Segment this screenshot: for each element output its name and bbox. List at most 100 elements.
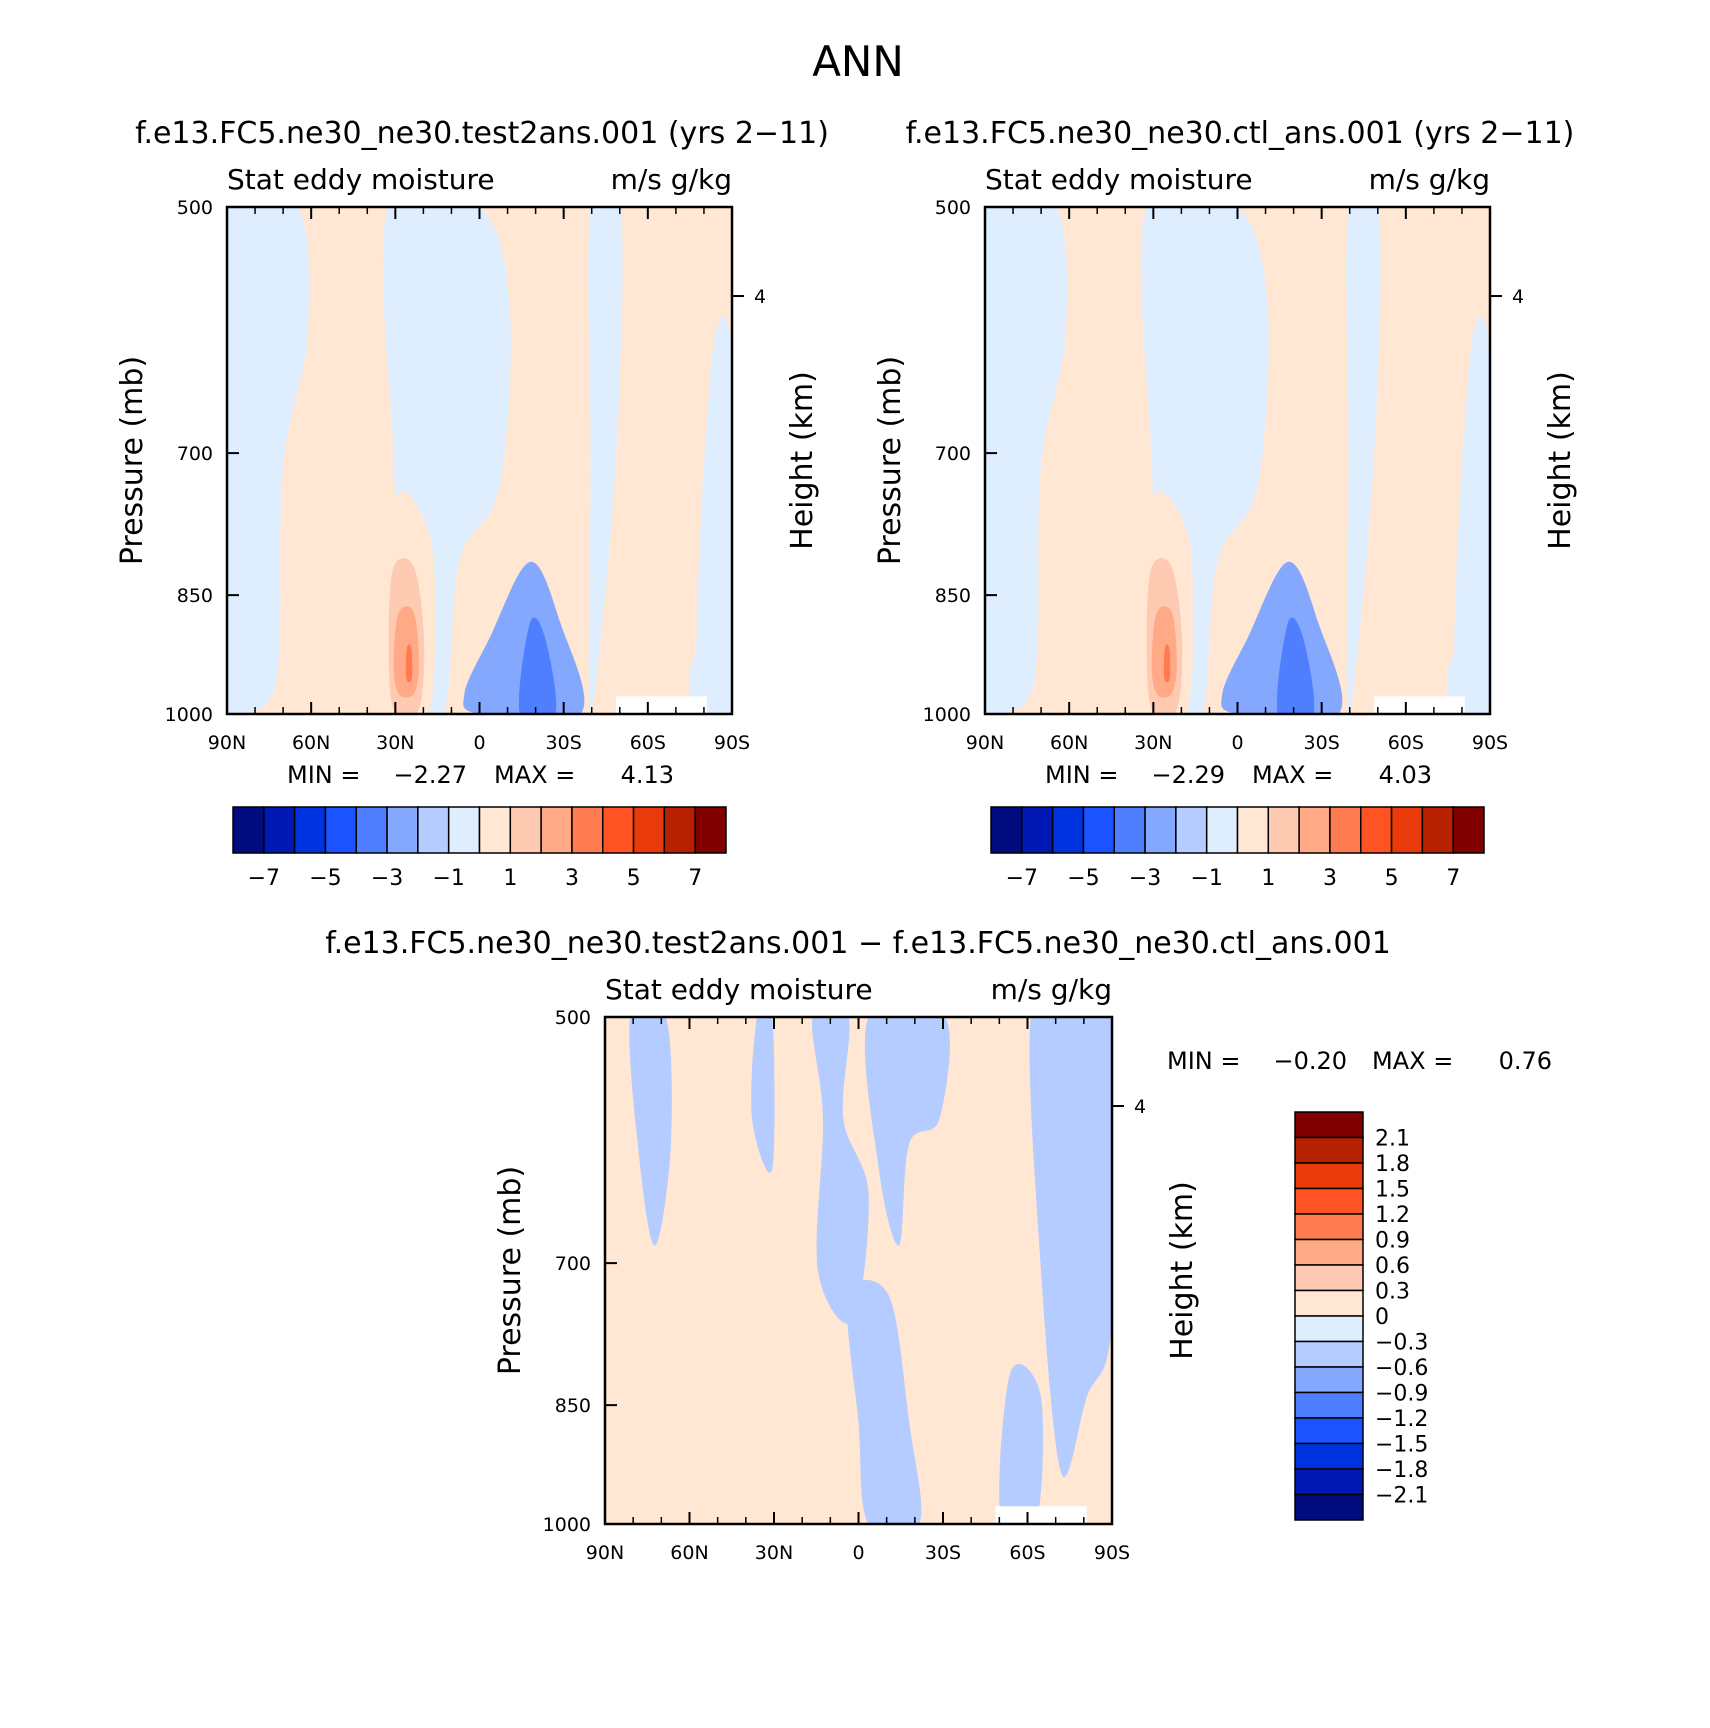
colorbar-label: 3 — [565, 866, 579, 891]
colorbar-box — [663, 806, 696, 854]
colorbar-label: 2.1 — [1375, 1127, 1410, 1152]
x-tick-label: 90N — [586, 1542, 624, 1564]
colorbar-box — [1294, 1417, 1364, 1445]
contour-region — [1276, 617, 1315, 714]
colorbar-box — [1298, 806, 1331, 854]
colorbar-label: 5 — [1385, 866, 1399, 891]
colorbar-box — [1294, 1340, 1364, 1368]
contour-region — [629, 1017, 672, 1246]
y-axis-label: Pressure (mb) — [115, 356, 150, 565]
plot-title: f.e13.FC5.ne30_ne30.test2ans.001 (yrs 2−… — [135, 116, 829, 151]
colorbar-label: −3 — [371, 866, 403, 891]
colorbar-label: −0.9 — [1375, 1382, 1428, 1407]
colorbar-label: −7 — [1006, 866, 1038, 891]
x-tick-label: 30S — [1304, 732, 1340, 754]
colorbar-box — [571, 806, 604, 854]
colorbar-box — [1294, 1111, 1364, 1139]
x-tick-label: 30N — [1134, 732, 1172, 754]
x-tick-label: 30N — [755, 1542, 793, 1564]
max-value: 4.03 — [1379, 761, 1432, 789]
colorbar-label: 1 — [503, 866, 517, 891]
colorbar-box — [1051, 806, 1085, 854]
max-label: MAX = — [1372, 1047, 1453, 1075]
colorbar-label: 7 — [1446, 866, 1460, 891]
colorbar-label: −0.3 — [1375, 1331, 1428, 1356]
x-tick-label: 90N — [208, 732, 246, 754]
height-axis-label: Height (km) — [785, 371, 820, 550]
colorbar-box — [1294, 1238, 1364, 1266]
contour-region — [688, 641, 719, 711]
colorbar-box — [1267, 806, 1300, 854]
colorbar-label: −5 — [1067, 866, 1099, 891]
colorbar-box — [1390, 806, 1424, 854]
min-label: MIN = — [287, 761, 360, 789]
colorbar-label: 0 — [1375, 1305, 1389, 1330]
contour-fills — [985, 207, 1490, 714]
x-tick-label: 30N — [376, 732, 414, 754]
contour-region — [812, 1017, 869, 1325]
y-tick-label: 1000 — [923, 704, 971, 726]
contour-region — [227, 207, 310, 714]
colorbar-label: 7 — [688, 866, 702, 891]
panel-test: f.e13.FC5.ne30_ne30.test2ans.001 (yrs 2−… — [115, 116, 829, 891]
contour-fills — [629, 1017, 1112, 1524]
contour-region — [864, 1017, 950, 1246]
panel-difference: f.e13.FC5.ne30_ne30.test2ans.001 − f.e13… — [325, 926, 1552, 1564]
height-tick-label: 4 — [1512, 286, 1524, 308]
x-tick-label: 30S — [925, 1542, 961, 1564]
panel-control: f.e13.FC5.ne30_ne30.ctl_ans.001 (yrs 2−1… — [873, 116, 1578, 891]
colorbar-box — [324, 806, 357, 854]
contour-region — [1151, 606, 1177, 698]
contour-fills — [227, 207, 732, 714]
contour-region — [847, 1280, 922, 1524]
contour-region — [1346, 207, 1381, 714]
missing-data-patch — [995, 1506, 1087, 1524]
colorbar-box — [293, 806, 327, 854]
colorbar-label: −1 — [432, 866, 464, 891]
y-tick-label: 700 — [555, 1253, 591, 1275]
max-label: MAX = — [1252, 761, 1333, 789]
colorbar-box — [1294, 1442, 1364, 1470]
x-tick-label: 60N — [1050, 732, 1088, 754]
colorbar-box — [386, 806, 419, 854]
colorbar-label: −1 — [1190, 866, 1222, 891]
colorbar-box — [990, 806, 1023, 854]
units-label: m/s g/kg — [1369, 163, 1490, 196]
y-tick-label: 850 — [935, 585, 971, 607]
colorbar-label: 1.8 — [1375, 1152, 1410, 1177]
missing-data-patch — [1373, 696, 1465, 714]
colorbar-box — [1452, 806, 1485, 854]
stat-label: Stat eddy moisture — [605, 973, 873, 1006]
y-tick-label: 500 — [177, 197, 213, 219]
colorbar-label: 1.5 — [1375, 1178, 1410, 1203]
colorbar-label: 1.2 — [1375, 1203, 1410, 1228]
colorbar-label: −1.2 — [1375, 1407, 1428, 1432]
max-value: 0.76 — [1499, 1047, 1552, 1075]
max-label: MAX = — [494, 761, 575, 789]
colorbar-box — [509, 806, 542, 854]
height-tick-label: 4 — [754, 286, 766, 308]
colorbar-label: −7 — [248, 866, 280, 891]
min-label: MIN = — [1167, 1047, 1240, 1075]
y-tick-label: 850 — [555, 1395, 591, 1417]
colorbar-box — [1329, 806, 1362, 854]
colorbar-box — [694, 806, 727, 854]
contour-region — [1446, 641, 1477, 711]
y-tick-label: 500 — [935, 197, 971, 219]
x-tick-label: 90S — [1094, 1542, 1130, 1564]
colorbar-box — [1294, 1136, 1364, 1164]
y-tick-label: 500 — [555, 1007, 591, 1029]
colorbar-box — [1294, 1493, 1364, 1521]
x-tick-label: 0 — [852, 1542, 864, 1564]
colorbar-box — [1294, 1468, 1364, 1496]
units-label: m/s g/kg — [611, 163, 732, 196]
x-tick-label: 30S — [546, 732, 582, 754]
x-tick-label: 0 — [473, 732, 485, 754]
contour-region — [463, 561, 585, 714]
contour-region — [1221, 561, 1343, 714]
colorbar-box — [1082, 806, 1115, 854]
y-tick-label: 700 — [935, 443, 971, 465]
colorbar-label: 0.3 — [1375, 1280, 1410, 1305]
colorbar-box — [1294, 1187, 1364, 1215]
